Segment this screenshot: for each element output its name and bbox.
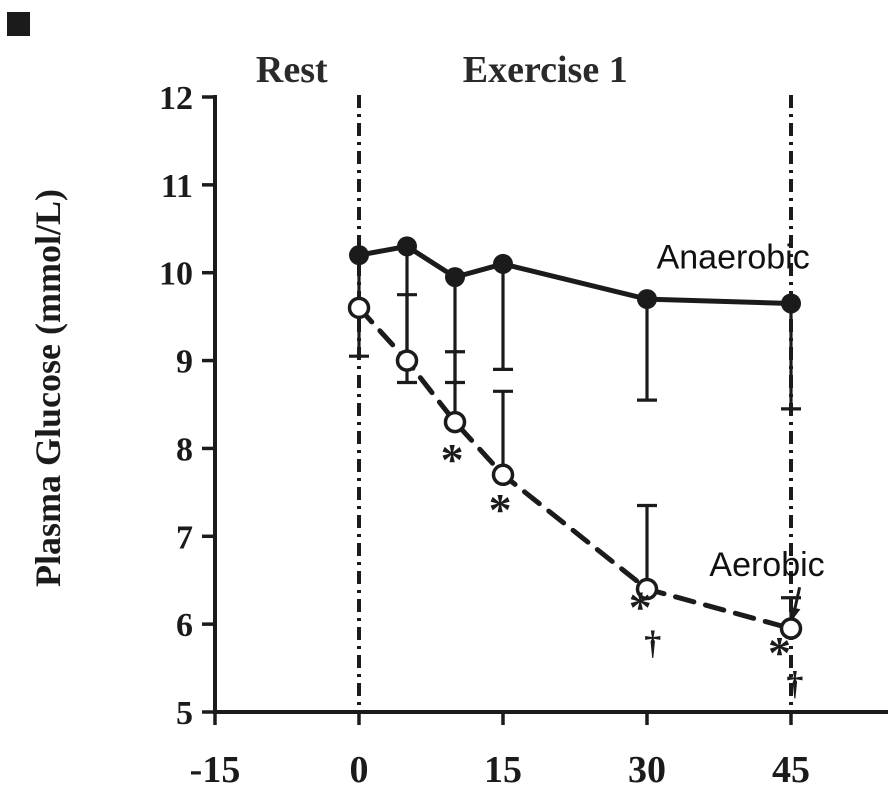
series-label-aerobic: Aerobic — [709, 546, 824, 584]
data-point-anaerobic — [781, 293, 801, 314]
y-tick-label: 11 — [161, 168, 193, 205]
y-tick-label: 12 — [159, 80, 193, 117]
corner-artifact — [7, 12, 30, 36]
y-tick-label: 5 — [176, 695, 193, 732]
data-point-anaerobic — [637, 289, 657, 310]
y-tick-label: 6 — [176, 607, 193, 644]
x-tick-label: 0 — [350, 749, 369, 791]
phase-label: Exercise 1 — [463, 49, 628, 91]
x-tick-label: 15 — [484, 749, 522, 791]
significance-dagger: † — [644, 625, 661, 662]
significance-star: * — [441, 434, 464, 485]
series-label-anaerobic: Anaerobic — [657, 238, 810, 276]
y-tick-label: 8 — [176, 431, 193, 468]
data-point-aerobic — [395, 349, 419, 372]
x-tick-label: 45 — [772, 749, 810, 791]
significance-star: * — [768, 627, 791, 678]
y-tick-label: 9 — [176, 344, 193, 381]
significance-star: * — [629, 581, 652, 632]
data-point-anaerobic — [445, 267, 465, 288]
y-axis-title: Plasma Glucose (mmol/L) — [28, 189, 68, 587]
aerobic-label-arrow-head — [789, 606, 801, 620]
data-point-aerobic — [443, 410, 467, 434]
significance-dagger: † — [786, 665, 803, 702]
data-point-aerobic — [635, 577, 659, 601]
data-point-anaerobic — [493, 253, 513, 274]
data-point-aerobic — [779, 617, 803, 640]
significance-star: * — [489, 484, 512, 535]
x-tick-label: -15 — [190, 749, 241, 791]
phase-label: Rest — [256, 49, 328, 91]
y-tick-label: 7 — [176, 519, 193, 556]
data-point-anaerobic — [397, 236, 417, 257]
x-tick-label: 30 — [628, 749, 666, 791]
series-line-aerobic — [356, 305, 794, 632]
data-point-anaerobic — [349, 245, 369, 266]
data-point-aerobic — [491, 463, 515, 487]
data-point-aerobic — [347, 296, 371, 320]
y-tick-label: 10 — [159, 256, 193, 293]
